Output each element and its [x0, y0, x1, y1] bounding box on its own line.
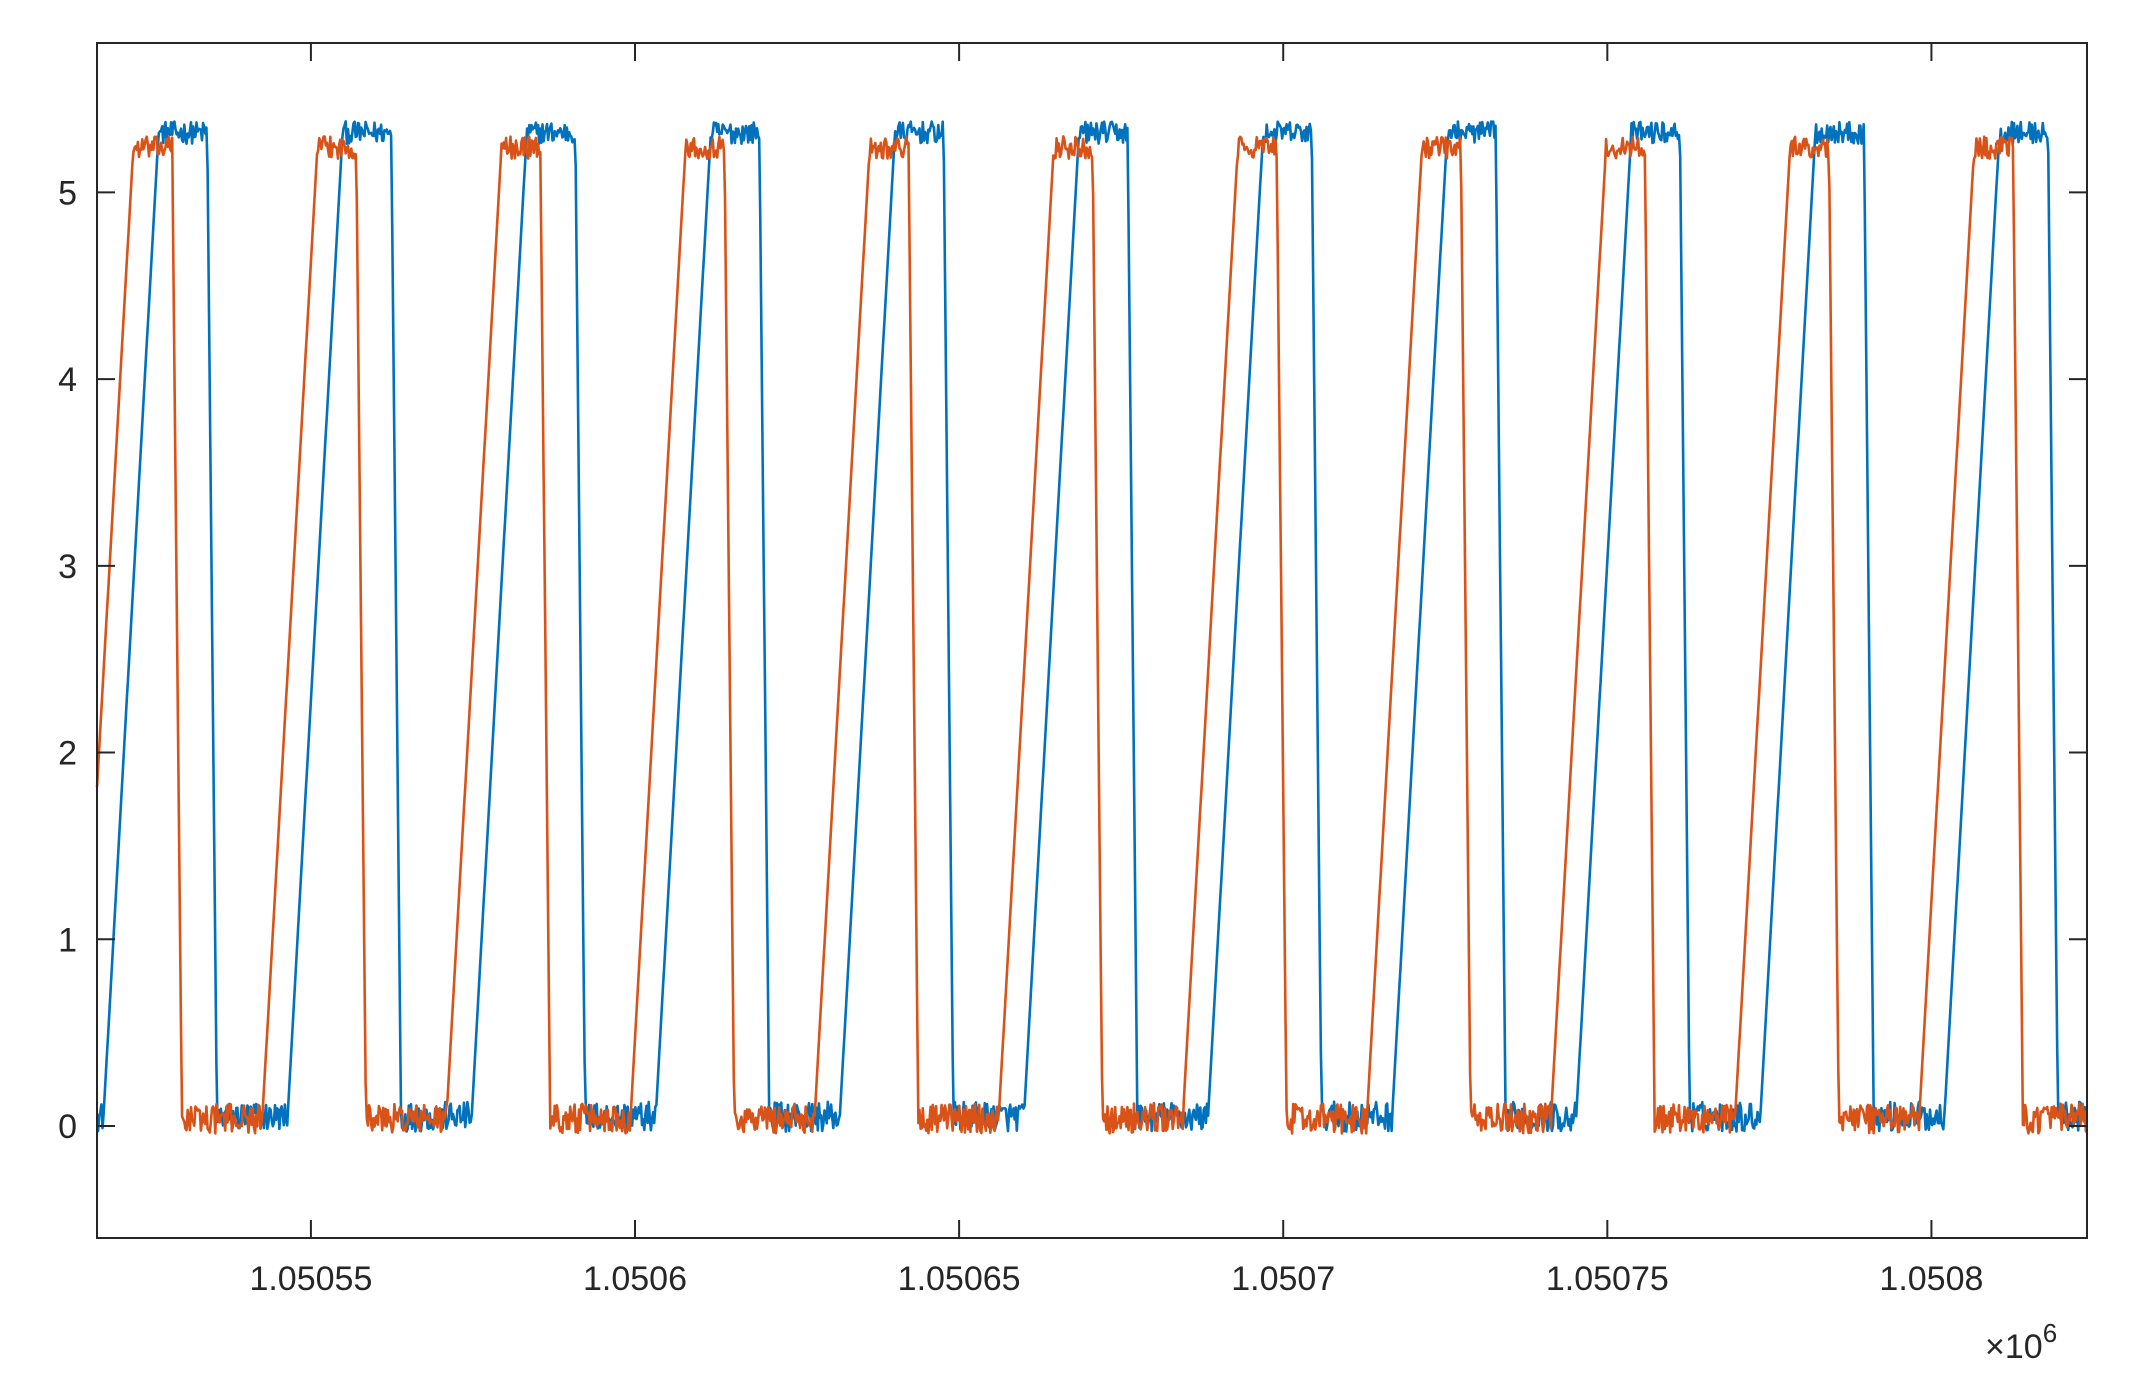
x-tick-label: 1.05055 [249, 1260, 372, 1298]
y-tick-label: 3 [58, 548, 77, 586]
x-exponent-base: ×10 [1985, 1328, 2043, 1366]
labels-layer: 1.05055 1.0506 1.05065 1.0507 1.05075 1.0508 0… [58, 174, 1983, 1298]
x-tick-label: 1.0507 [1231, 1260, 1335, 1298]
y-tick-label: 2 [58, 735, 77, 773]
x-tick-label: 1.0506 [583, 1260, 687, 1298]
x-exponent-label: ×106 [1985, 1318, 2057, 1366]
x-tick-label: 1.05065 [898, 1260, 1021, 1298]
plot-area [97, 43, 2087, 1238]
series-line-1 [96, 120, 2089, 1133]
x-tick-label: 1.05075 [1546, 1260, 1669, 1298]
y-tick-label: 1 [58, 921, 77, 959]
y-tick-label: 0 [58, 1108, 77, 1146]
ticks-layer [97, 43, 2087, 1238]
x-tick-label: 1.0508 [1879, 1260, 1983, 1298]
y-tick-label: 5 [58, 174, 77, 212]
plot-frame [96, 42, 2088, 1239]
y-tick-label: 4 [58, 361, 77, 399]
x-exponent-power: 6 [2043, 1318, 2057, 1348]
series-line-2 [95, 135, 2089, 1135]
series-layer [95, 120, 2089, 1135]
